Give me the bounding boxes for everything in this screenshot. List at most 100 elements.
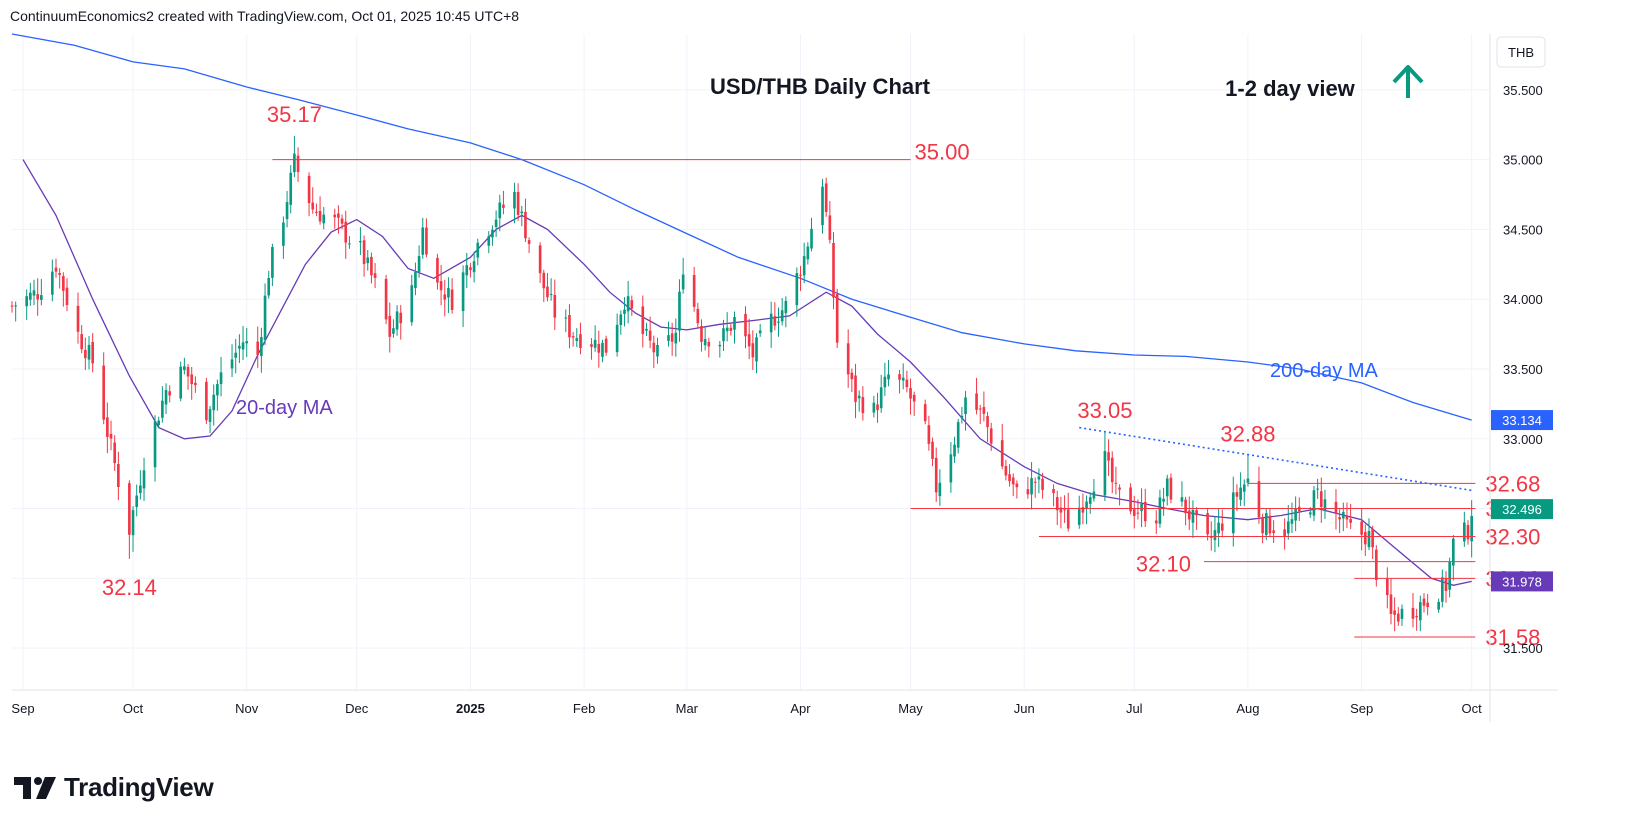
candle-body [51, 271, 54, 295]
candle-body [568, 315, 571, 338]
candle-body [1323, 499, 1327, 512]
candle-body [652, 342, 656, 353]
candle-body [1268, 515, 1272, 534]
candle-body [1118, 487, 1121, 490]
candle-body [938, 482, 942, 497]
candle-body [245, 341, 249, 344]
candle-body [718, 344, 722, 347]
candle-body [1033, 481, 1037, 483]
candle-body [949, 454, 953, 483]
candle-body [395, 311, 399, 330]
candle-body [494, 219, 498, 228]
candle-body [1085, 501, 1088, 509]
candle-body [1217, 522, 1220, 534]
candle-body [1452, 538, 1455, 566]
candle-body [1272, 530, 1275, 533]
candle-body [1286, 521, 1290, 534]
candle-body [80, 334, 84, 350]
candle-body [161, 400, 164, 418]
candle-body [747, 334, 751, 347]
candle-body [1396, 613, 1400, 622]
candle-body [1341, 512, 1345, 519]
candle-body [1011, 477, 1015, 485]
candle-body [62, 276, 65, 291]
candle-body [465, 265, 469, 276]
candle-body [234, 352, 238, 358]
candle-body [102, 365, 106, 420]
chart-grid [12, 34, 1490, 690]
time-tick-label: Mar [676, 701, 699, 716]
candle-body [91, 342, 95, 364]
candle-body [348, 243, 351, 245]
candle-body [898, 374, 901, 380]
candle-body [487, 235, 491, 246]
candle-body [1209, 536, 1213, 538]
candle-body [564, 317, 568, 319]
ma20-line [22, 159, 1472, 586]
candle-body [36, 294, 39, 300]
candle-body [190, 374, 194, 385]
peak-label: 32.14 [102, 575, 157, 600]
candle-body [84, 349, 87, 359]
candle-body [1110, 457, 1114, 483]
candle-body [784, 300, 788, 314]
candle-body [513, 191, 516, 209]
candle-body [1360, 521, 1363, 535]
candle-body [344, 221, 348, 243]
candle-body [421, 227, 425, 255]
candle-body [597, 343, 601, 353]
price-tick-label: 34.000 [1503, 292, 1543, 307]
candle-body [681, 274, 685, 290]
tradingview-logo[interactable]: TradingView [14, 772, 214, 803]
candle-body [1371, 529, 1374, 548]
candle-body [256, 341, 260, 355]
candle-body [1385, 578, 1389, 596]
peak-label: 35.17 [267, 102, 322, 127]
candle-body [373, 273, 377, 278]
candle-body [1345, 516, 1349, 520]
candle-body [164, 390, 168, 405]
candle-body [571, 336, 575, 338]
candle-body [758, 330, 762, 334]
candle-body [575, 338, 579, 341]
candle-body [54, 267, 58, 272]
candle-body [799, 274, 802, 276]
candle-body [1088, 497, 1092, 504]
candle-body [626, 296, 630, 312]
candle-body [131, 510, 135, 536]
candle-body [362, 240, 366, 265]
candle-body [623, 309, 626, 314]
candle-body [879, 387, 883, 409]
time-tick-label: Aug [1236, 701, 1259, 716]
candle-body [128, 483, 131, 535]
candle-body [439, 281, 443, 291]
candle-body [359, 240, 362, 243]
candle-body [927, 425, 931, 444]
candle-body [1165, 478, 1169, 497]
candle-body [1184, 499, 1187, 514]
ma20-label: 20-day MA [236, 397, 333, 419]
ma200-line [11, 33, 1472, 421]
candle-body [725, 327, 729, 332]
price-badge [1491, 571, 1553, 592]
ma200-layer [11, 33, 1472, 421]
currency-label: THB [1508, 45, 1534, 60]
time-tick-label: Dec [345, 701, 369, 716]
candle-body [1037, 476, 1041, 480]
view-arrow-icon [1392, 65, 1424, 98]
candle-body [674, 332, 678, 344]
candle-body [546, 286, 549, 298]
candle-body [707, 341, 711, 347]
candle-body [604, 338, 608, 353]
candle-body [769, 313, 773, 333]
candle-body [1195, 510, 1198, 516]
time-tick-label: Sep [11, 701, 34, 716]
candle-body [989, 428, 993, 444]
candle-body [1136, 512, 1140, 514]
candle-body [271, 247, 274, 278]
candle-body [1000, 440, 1004, 467]
candle-body [1257, 481, 1261, 518]
axes-layer: THB31.50032.00032.50033.00033.50034.0003… [11, 34, 1558, 722]
candle-body [340, 218, 344, 224]
